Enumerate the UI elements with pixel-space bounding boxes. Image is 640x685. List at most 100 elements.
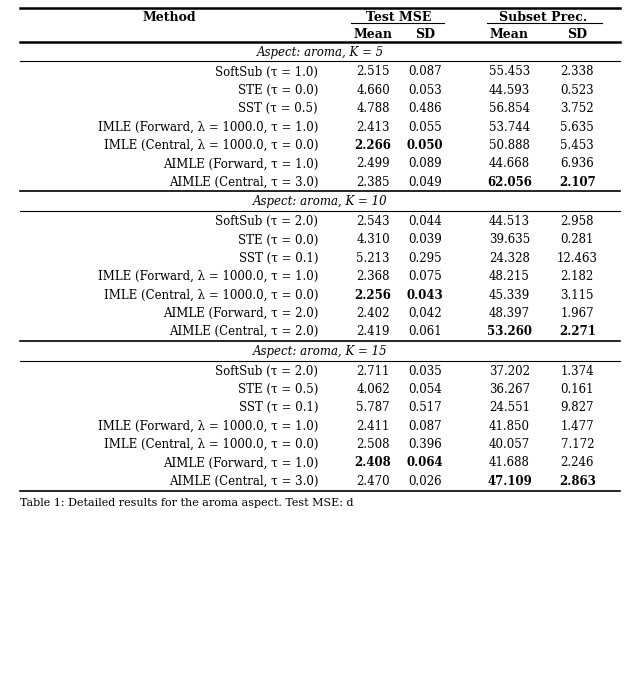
Text: 0.054: 0.054 — [408, 383, 442, 396]
Text: AIMLE (Forward, τ = 2.0): AIMLE (Forward, τ = 2.0) — [163, 307, 318, 320]
Text: 39.635: 39.635 — [489, 234, 530, 247]
Text: AIMLE (Forward, τ = 1.0): AIMLE (Forward, τ = 1.0) — [163, 456, 318, 469]
Text: 44.593: 44.593 — [489, 84, 530, 97]
Text: 2.958: 2.958 — [561, 215, 594, 228]
Text: 56.854: 56.854 — [489, 102, 530, 115]
Text: Aspect: aroma, K = 5: Aspect: aroma, K = 5 — [257, 46, 383, 59]
Text: 5.787: 5.787 — [356, 401, 390, 414]
Text: 50.888: 50.888 — [489, 139, 530, 152]
Text: 2.107: 2.107 — [559, 175, 596, 188]
Text: Method: Method — [143, 12, 196, 25]
Text: 3.115: 3.115 — [561, 288, 594, 301]
Text: 55.453: 55.453 — [489, 66, 530, 79]
Text: IMLE (Central, λ = 1000.0, τ = 0.0): IMLE (Central, λ = 1000.0, τ = 0.0) — [104, 438, 318, 451]
Text: AIMLE (Central, τ = 3.0): AIMLE (Central, τ = 3.0) — [168, 175, 318, 188]
Text: 53.744: 53.744 — [489, 121, 530, 134]
Text: 0.523: 0.523 — [561, 84, 594, 97]
Text: 2.508: 2.508 — [356, 438, 390, 451]
Text: AIMLE (Forward, τ = 1.0): AIMLE (Forward, τ = 1.0) — [163, 158, 318, 171]
Text: 41.688: 41.688 — [489, 456, 530, 469]
Text: 0.044: 0.044 — [408, 215, 442, 228]
Text: IMLE (Central, λ = 1000.0, τ = 0.0): IMLE (Central, λ = 1000.0, τ = 0.0) — [104, 139, 318, 152]
Text: 0.517: 0.517 — [408, 401, 442, 414]
Text: STE (τ = 0.0): STE (τ = 0.0) — [237, 234, 318, 247]
Text: 7.172: 7.172 — [561, 438, 594, 451]
Text: 40.057: 40.057 — [489, 438, 530, 451]
Text: SST (τ = 0.5): SST (τ = 0.5) — [239, 102, 318, 115]
Text: 5.635: 5.635 — [561, 121, 594, 134]
Text: 2.256: 2.256 — [355, 288, 392, 301]
Text: 4.660: 4.660 — [356, 84, 390, 97]
Text: 0.061: 0.061 — [408, 325, 442, 338]
Text: 2.411: 2.411 — [356, 420, 390, 433]
Text: SoftSub (τ = 1.0): SoftSub (τ = 1.0) — [215, 66, 318, 79]
Text: 0.486: 0.486 — [408, 102, 442, 115]
Text: IMLE (Forward, λ = 1000.0, τ = 1.0): IMLE (Forward, λ = 1000.0, τ = 1.0) — [98, 270, 318, 283]
Text: 0.087: 0.087 — [408, 66, 442, 79]
Text: 0.053: 0.053 — [408, 84, 442, 97]
Text: 2.419: 2.419 — [356, 325, 390, 338]
Text: 24.328: 24.328 — [489, 252, 530, 265]
Text: 1.477: 1.477 — [561, 420, 594, 433]
Text: Aspect: aroma, K = 10: Aspect: aroma, K = 10 — [253, 195, 387, 208]
Text: IMLE (Central, λ = 1000.0, τ = 0.0): IMLE (Central, λ = 1000.0, τ = 0.0) — [104, 288, 318, 301]
Text: 41.850: 41.850 — [489, 420, 530, 433]
Text: 36.267: 36.267 — [489, 383, 530, 396]
Text: 2.271: 2.271 — [559, 325, 596, 338]
Text: 45.339: 45.339 — [489, 288, 530, 301]
Text: SD: SD — [415, 28, 435, 41]
Text: Mean: Mean — [354, 28, 392, 41]
Text: 5.453: 5.453 — [561, 139, 594, 152]
Text: 0.035: 0.035 — [408, 364, 442, 377]
Text: SoftSub (τ = 2.0): SoftSub (τ = 2.0) — [215, 364, 318, 377]
Text: Mean: Mean — [490, 28, 529, 41]
Text: 0.043: 0.043 — [406, 288, 444, 301]
Text: AIMLE (Central, τ = 2.0): AIMLE (Central, τ = 2.0) — [169, 325, 318, 338]
Text: 1.374: 1.374 — [561, 364, 594, 377]
Text: 2.543: 2.543 — [356, 215, 390, 228]
Text: 2.338: 2.338 — [561, 66, 594, 79]
Text: 5.213: 5.213 — [356, 252, 390, 265]
Text: 48.215: 48.215 — [489, 270, 530, 283]
Text: 0.039: 0.039 — [408, 234, 442, 247]
Text: STE (τ = 0.0): STE (τ = 0.0) — [237, 84, 318, 97]
Text: AIMLE (Central, τ = 3.0): AIMLE (Central, τ = 3.0) — [168, 475, 318, 488]
Text: 1.967: 1.967 — [561, 307, 594, 320]
Text: 44.668: 44.668 — [489, 158, 530, 171]
Text: STE (τ = 0.5): STE (τ = 0.5) — [237, 383, 318, 396]
Text: 9.827: 9.827 — [561, 401, 594, 414]
Text: 0.050: 0.050 — [406, 139, 444, 152]
Text: 2.470: 2.470 — [356, 475, 390, 488]
Text: 0.161: 0.161 — [561, 383, 594, 396]
Text: 0.087: 0.087 — [408, 420, 442, 433]
Text: 2.402: 2.402 — [356, 307, 390, 320]
Text: 0.281: 0.281 — [561, 234, 594, 247]
Text: SoftSub (τ = 2.0): SoftSub (τ = 2.0) — [215, 215, 318, 228]
Text: 0.295: 0.295 — [408, 252, 442, 265]
Text: 2.182: 2.182 — [561, 270, 594, 283]
Text: 0.089: 0.089 — [408, 158, 442, 171]
Text: SST (τ = 0.1): SST (τ = 0.1) — [239, 252, 318, 265]
Text: 2.499: 2.499 — [356, 158, 390, 171]
Text: Test MSE: Test MSE — [366, 12, 432, 25]
Text: 0.055: 0.055 — [408, 121, 442, 134]
Text: 37.202: 37.202 — [489, 364, 530, 377]
Text: 0.049: 0.049 — [408, 175, 442, 188]
Text: 0.064: 0.064 — [406, 456, 444, 469]
Text: 6.936: 6.936 — [561, 158, 594, 171]
Text: SST (τ = 0.1): SST (τ = 0.1) — [239, 401, 318, 414]
Text: 4.788: 4.788 — [356, 102, 390, 115]
Text: 2.246: 2.246 — [561, 456, 594, 469]
Text: Table 1: Detailed results for the aroma aspect. Test MSE: d: Table 1: Detailed results for the aroma … — [20, 498, 354, 508]
Text: 2.408: 2.408 — [355, 456, 392, 469]
Text: SD: SD — [567, 28, 588, 41]
Text: 0.026: 0.026 — [408, 475, 442, 488]
Text: 48.397: 48.397 — [489, 307, 530, 320]
Text: 2.711: 2.711 — [356, 364, 390, 377]
Text: 2.266: 2.266 — [355, 139, 392, 152]
Text: Aspect: aroma, K = 15: Aspect: aroma, K = 15 — [253, 345, 387, 358]
Text: 2.368: 2.368 — [356, 270, 390, 283]
Text: 2.863: 2.863 — [559, 475, 596, 488]
Text: 4.062: 4.062 — [356, 383, 390, 396]
Text: 3.752: 3.752 — [561, 102, 594, 115]
